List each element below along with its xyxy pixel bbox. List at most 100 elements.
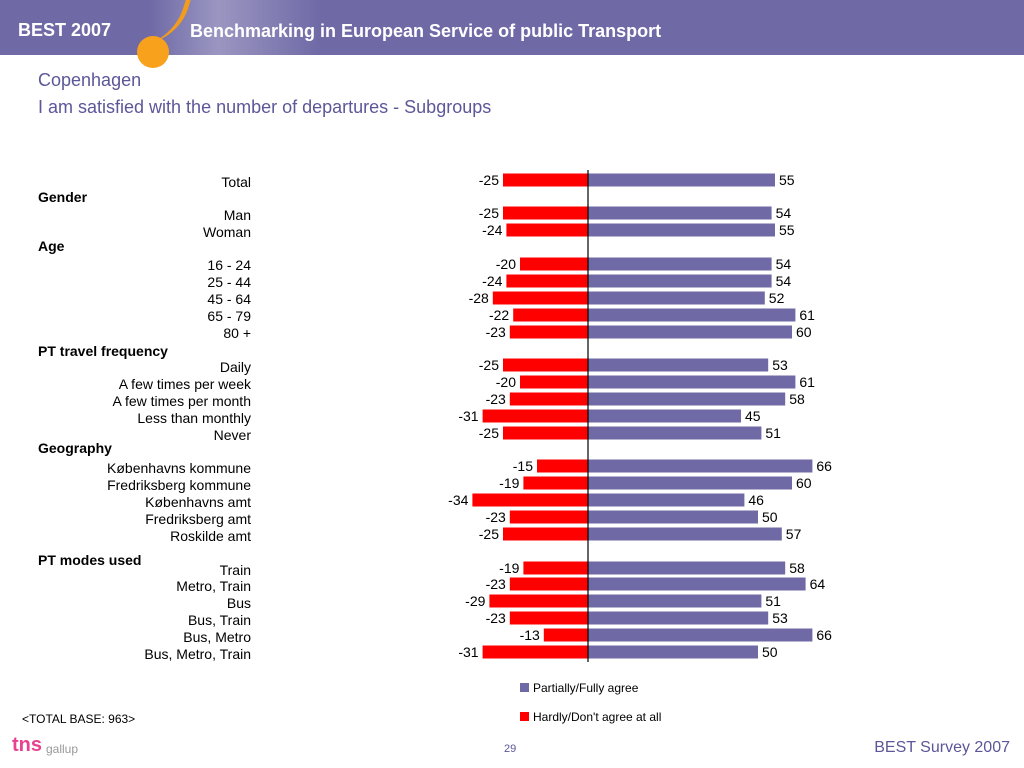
row-label: A few times per month bbox=[112, 393, 251, 409]
header-photo bbox=[150, 0, 320, 55]
bar-disagree bbox=[492, 291, 588, 305]
group-heading-pt-travel-frequency: PT travel frequency bbox=[38, 343, 168, 359]
bar-disagree bbox=[503, 358, 588, 372]
bar-agree bbox=[588, 561, 786, 575]
bar-agree bbox=[588, 628, 813, 642]
logo-gallup-text: gallup bbox=[46, 742, 79, 756]
legend-item-agree: Partially/Fully agree bbox=[520, 681, 638, 695]
data-label-agree: 53 bbox=[772, 610, 788, 626]
data-label-agree: 51 bbox=[765, 593, 781, 609]
data-label-disagree: -23 bbox=[486, 324, 506, 340]
row-label: Man bbox=[223, 207, 251, 223]
bar-agree bbox=[588, 611, 769, 625]
data-label-disagree: -25 bbox=[479, 526, 499, 542]
data-label-disagree: -20 bbox=[496, 256, 516, 272]
bar-agree bbox=[588, 375, 796, 389]
bar-agree bbox=[588, 527, 782, 541]
bar-disagree bbox=[509, 392, 588, 406]
data-label-agree: 60 bbox=[796, 324, 812, 340]
data-label-disagree: -20 bbox=[496, 374, 516, 390]
bar-agree bbox=[588, 274, 772, 288]
row-label: Bus, Metro bbox=[183, 629, 251, 645]
bar-disagree bbox=[482, 645, 588, 659]
row-label: Bus bbox=[226, 595, 251, 611]
data-label-agree: 64 bbox=[810, 576, 826, 592]
bar-agree bbox=[588, 223, 775, 237]
group-heading-age: Age bbox=[38, 238, 65, 254]
data-label-disagree: -23 bbox=[486, 576, 506, 592]
row-label: Bus, Metro, Train bbox=[144, 646, 251, 662]
row-label: Bus, Train bbox=[187, 612, 251, 628]
data-label-agree: 52 bbox=[769, 290, 785, 306]
bar-agree bbox=[588, 308, 796, 322]
row-label: 80 + bbox=[223, 325, 251, 341]
logo-tns-text: tns bbox=[12, 734, 42, 756]
data-label-disagree: -19 bbox=[499, 475, 519, 491]
data-label-agree: 57 bbox=[786, 526, 802, 542]
data-label-agree: 46 bbox=[748, 492, 764, 508]
data-label-agree: 50 bbox=[762, 509, 778, 525]
bar-disagree bbox=[520, 375, 588, 389]
data-label-agree: 50 bbox=[762, 644, 778, 660]
row-label: Københavns kommune bbox=[107, 460, 251, 476]
bar-agree bbox=[588, 325, 792, 339]
bar-disagree bbox=[543, 628, 588, 642]
row-label: Less than monthly bbox=[137, 410, 251, 426]
data-label-disagree: -24 bbox=[482, 222, 502, 238]
data-label-agree: 66 bbox=[816, 458, 832, 474]
row-label: 25 - 44 bbox=[207, 274, 251, 290]
data-label-disagree: -23 bbox=[486, 509, 506, 525]
bar-disagree bbox=[506, 223, 588, 237]
row-label: Never bbox=[213, 427, 251, 443]
data-label-agree: 54 bbox=[776, 205, 792, 221]
row-label: 16 - 24 bbox=[207, 257, 251, 273]
row-label: A few times per week bbox=[118, 376, 251, 392]
bar-agree bbox=[588, 358, 769, 372]
row-label: Total bbox=[221, 174, 251, 190]
bar-agree bbox=[588, 291, 765, 305]
bar-agree bbox=[588, 257, 772, 271]
row-label: 45 - 64 bbox=[207, 291, 251, 307]
row-label: Roskilde amt bbox=[170, 528, 251, 544]
data-label-disagree: -19 bbox=[499, 560, 519, 576]
data-label-agree: 54 bbox=[776, 273, 792, 289]
data-label-disagree: -28 bbox=[469, 290, 489, 306]
data-label-disagree: -25 bbox=[479, 205, 499, 221]
bar-disagree bbox=[503, 527, 588, 541]
data-label-disagree: -25 bbox=[479, 425, 499, 441]
page-title: Copenhagen bbox=[38, 70, 142, 90]
data-label-disagree: -15 bbox=[513, 458, 533, 474]
header-title: Benchmarking in European Service of publ… bbox=[190, 21, 662, 41]
data-label-agree: 61 bbox=[799, 374, 815, 390]
bar-agree bbox=[588, 510, 758, 524]
header-bar: BEST 2007 Benchmarking in European Servi… bbox=[0, 0, 1024, 55]
row-label: Københavns amt bbox=[145, 494, 251, 510]
data-label-agree: 55 bbox=[779, 222, 795, 238]
group-heading-gender: Gender bbox=[38, 189, 88, 205]
row-label: Fredriksberg amt bbox=[145, 511, 251, 527]
bar-disagree bbox=[503, 206, 588, 220]
bar-disagree bbox=[472, 493, 588, 507]
footer-survey-name: BEST Survey 2007 bbox=[874, 739, 1010, 756]
header-brand: BEST 2007 bbox=[18, 20, 112, 40]
data-label-disagree: -25 bbox=[479, 172, 499, 188]
page-subtitle: I am satisfied with the number of depart… bbox=[38, 97, 492, 117]
data-label-disagree: -23 bbox=[486, 610, 506, 626]
bar-disagree bbox=[523, 561, 588, 575]
bar-agree bbox=[588, 476, 792, 490]
bar-agree bbox=[588, 173, 775, 187]
bar-agree bbox=[588, 645, 758, 659]
legend-swatch-disagree bbox=[520, 712, 529, 721]
data-label-disagree: -31 bbox=[458, 408, 478, 424]
data-label-disagree: -22 bbox=[489, 307, 509, 323]
data-label-agree: 58 bbox=[789, 391, 805, 407]
data-label-disagree: -34 bbox=[448, 492, 468, 508]
bar-agree bbox=[588, 409, 741, 423]
legend-swatch-agree bbox=[520, 683, 529, 692]
data-label-agree: 61 bbox=[799, 307, 815, 323]
bar-agree bbox=[588, 493, 745, 507]
bar-disagree bbox=[489, 594, 588, 608]
data-label-agree: 60 bbox=[796, 475, 812, 491]
legend-label-disagree: Hardly/Don't agree at all bbox=[533, 710, 662, 724]
bar-disagree bbox=[523, 476, 588, 490]
